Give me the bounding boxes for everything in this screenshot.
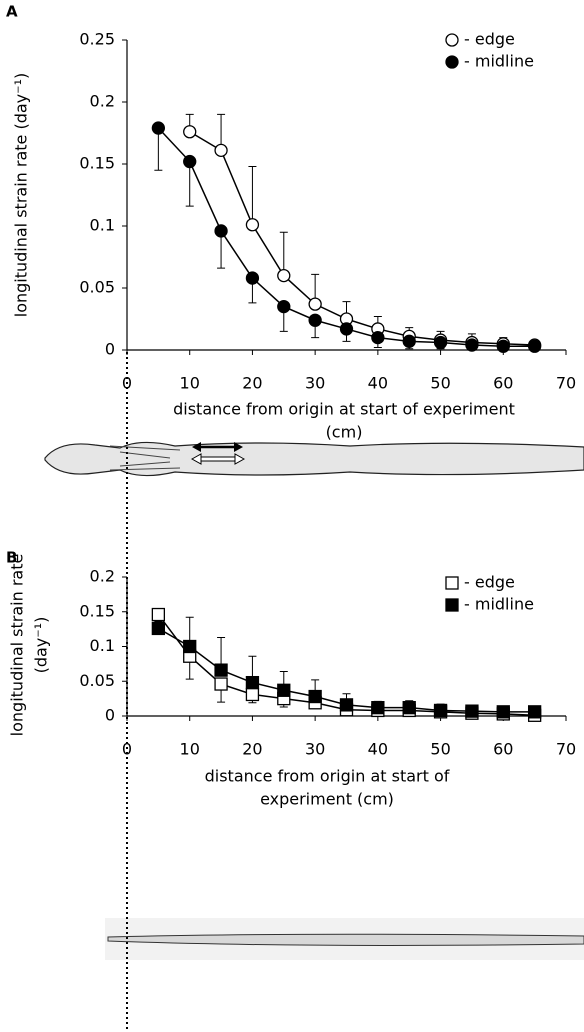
x-tick-label: 60 bbox=[493, 740, 513, 759]
legend-label: - midline bbox=[464, 595, 534, 614]
root-illustration-a bbox=[44, 441, 584, 477]
x-tick-label: 30 bbox=[305, 374, 325, 393]
legend-marker bbox=[445, 576, 459, 590]
x-tick-label: 10 bbox=[180, 374, 200, 393]
error-bar bbox=[154, 128, 163, 171]
legend-marker bbox=[445, 33, 459, 47]
x-tick-label: 0 bbox=[122, 374, 132, 393]
root-illustration-b bbox=[105, 918, 584, 960]
data-point bbox=[245, 675, 260, 690]
x-tick-label: 50 bbox=[430, 374, 450, 393]
y-tick-label: 0 bbox=[105, 706, 115, 725]
data-point bbox=[308, 313, 322, 327]
x-tick-label: 30 bbox=[305, 740, 325, 759]
data-point bbox=[151, 121, 166, 135]
data-point bbox=[371, 330, 385, 345]
data-point bbox=[433, 703, 448, 718]
y-tick-label: 0.15 bbox=[79, 154, 115, 173]
y-axis-label: (day⁻¹) bbox=[32, 617, 51, 674]
x-tick-label: 40 bbox=[368, 374, 388, 393]
data-point bbox=[277, 268, 291, 283]
y-tick-label: 0 bbox=[105, 340, 115, 359]
x-axis-label: (cm) bbox=[326, 423, 363, 442]
data-point bbox=[214, 224, 228, 238]
data-point bbox=[151, 621, 166, 636]
data-point bbox=[245, 271, 260, 285]
y-axis-label: longitudinal strain rate bbox=[8, 554, 27, 737]
panel-label: B bbox=[6, 549, 17, 567]
legend-label: - edge bbox=[464, 30, 515, 49]
data-point bbox=[496, 705, 510, 719]
data-point bbox=[245, 687, 260, 702]
data-point bbox=[527, 705, 542, 719]
y-tick-label: 0.1 bbox=[90, 216, 115, 235]
data-point bbox=[339, 322, 354, 336]
error-bar bbox=[248, 165, 257, 225]
x-axis-label: distance from origin at start of bbox=[205, 767, 450, 786]
x-tick-label: 50 bbox=[430, 740, 450, 759]
legend-marker bbox=[445, 598, 459, 612]
legend-marker bbox=[445, 55, 459, 69]
y-tick-label: 0.2 bbox=[90, 567, 115, 586]
data-point bbox=[277, 683, 291, 697]
x-tick-label: 70 bbox=[556, 374, 576, 393]
panel-label: A bbox=[6, 3, 18, 21]
y-tick-label: 0.2 bbox=[90, 92, 115, 111]
data-point bbox=[214, 663, 228, 677]
data-point bbox=[308, 297, 322, 311]
y-tick-label: 0.1 bbox=[90, 636, 115, 655]
data-point bbox=[527, 339, 542, 353]
x-tick-label: 60 bbox=[493, 374, 513, 393]
y-tick-label: 0.05 bbox=[79, 278, 115, 297]
data-point bbox=[402, 334, 416, 348]
data-point bbox=[245, 218, 260, 232]
data-point bbox=[371, 701, 385, 715]
data-point bbox=[183, 639, 197, 654]
x-tick-label: 10 bbox=[180, 740, 200, 759]
y-tick-label: 0.05 bbox=[79, 671, 115, 690]
data-point bbox=[277, 299, 291, 314]
x-tick-label: 20 bbox=[242, 374, 262, 393]
data-point bbox=[402, 701, 416, 715]
data-point bbox=[339, 698, 354, 712]
y-tick-label: 0.25 bbox=[79, 30, 115, 49]
x-tick-label: 40 bbox=[368, 740, 388, 759]
data-point bbox=[496, 339, 510, 353]
data-point bbox=[308, 689, 322, 704]
series-line bbox=[189, 131, 535, 346]
data-point bbox=[183, 154, 197, 169]
x-axis-label: experiment (cm) bbox=[260, 790, 394, 809]
data-point bbox=[151, 607, 166, 622]
y-tick-label: 0.15 bbox=[79, 601, 115, 620]
error-bar bbox=[185, 161, 194, 207]
x-tick-label: 0 bbox=[122, 740, 132, 759]
data-point bbox=[183, 125, 197, 139]
data-point bbox=[214, 143, 228, 158]
data-point bbox=[214, 677, 228, 691]
legend-label: - midline bbox=[464, 52, 534, 71]
data-point bbox=[465, 704, 479, 718]
error-bar bbox=[279, 231, 288, 276]
data-point bbox=[465, 338, 479, 352]
x-tick-label: 20 bbox=[242, 740, 262, 759]
legend-label: - edge bbox=[464, 573, 515, 592]
y-axis-label: longitudinal strain rate (day⁻¹) bbox=[12, 73, 31, 318]
x-axis-label: distance from origin at start of experim… bbox=[173, 400, 515, 419]
data-point bbox=[433, 335, 448, 350]
x-tick-label: 70 bbox=[556, 740, 576, 759]
